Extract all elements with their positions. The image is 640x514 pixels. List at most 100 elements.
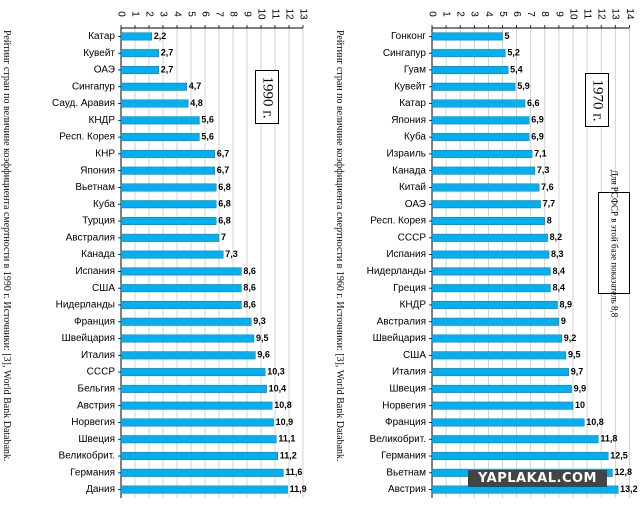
left-x-tick-label: 4 <box>171 11 182 17</box>
right-data-label: 5,4 <box>510 64 523 74</box>
right-bar <box>431 66 509 74</box>
right-category-label: Катар <box>399 98 426 109</box>
right-data-label: 6,9 <box>531 115 544 125</box>
right-data-label: 8,2 <box>550 232 563 242</box>
right-x-tick-label: 6 <box>511 11 522 17</box>
left-bar <box>120 401 273 410</box>
left-category-label: Япония <box>80 165 115 176</box>
left-bar <box>120 49 159 58</box>
left-data-label: 6,8 <box>218 182 231 192</box>
right-bar <box>431 99 526 108</box>
right-bar <box>431 368 569 377</box>
left-data-label: 8,6 <box>243 299 256 309</box>
left-category-label: СССР <box>87 367 116 378</box>
right-x-tick-label: 0 <box>426 11 437 17</box>
rsfsr-note-text: Для РСФСР в этой базе показатель 8,8 <box>609 169 620 317</box>
left-category-label: ОАЭ <box>94 65 115 76</box>
right-bar <box>431 284 551 293</box>
left-x-tick-label: 1 <box>129 11 140 17</box>
left-bar <box>120 99 189 108</box>
right-x-tick-label: 3 <box>469 11 480 17</box>
right-data-label: 7,6 <box>541 182 554 192</box>
left-data-label: 10,4 <box>269 383 287 393</box>
right-bar <box>431 133 530 142</box>
left-x-tick-label: 9 <box>241 11 252 17</box>
right-data-label: 9,5 <box>568 350 581 360</box>
left-data-label: 8,6 <box>243 266 256 276</box>
right-x-tick-label: 12 <box>596 8 607 20</box>
left-x-tick-label: 6 <box>199 11 210 17</box>
left-x-tick-label: 10 <box>255 8 266 20</box>
right-data-label: 6,9 <box>531 131 544 141</box>
left-category-label: Бельгия <box>78 384 116 395</box>
right-data-label: 6,6 <box>527 98 540 108</box>
left-data-label: 6,8 <box>218 199 231 209</box>
left-x-tick-label: 0 <box>115 11 126 17</box>
right-data-label: 12,8 <box>614 467 632 477</box>
right-data-label: 8,3 <box>551 249 564 259</box>
left-category-label: Турция <box>82 216 115 227</box>
left-category-label: США <box>92 283 115 294</box>
right-x-tick-label: 11 <box>581 9 592 20</box>
left-category-label: Нидерланды <box>56 300 115 311</box>
left-bar <box>120 485 288 494</box>
left-data-label: 6,8 <box>218 215 231 225</box>
left-category-label: Канада <box>81 249 115 260</box>
left-data-label: 11,9 <box>290 484 307 494</box>
right-category-label: США <box>403 350 426 361</box>
right-bar <box>431 267 551 276</box>
left-year-box: 1990 г. <box>255 70 279 124</box>
left-data-label: 9,3 <box>253 316 266 326</box>
right-x-tick-label: 5 <box>497 11 508 17</box>
right-category-label: ОАЭ <box>405 199 426 210</box>
right-category-label: Кувейт <box>394 81 426 92</box>
left-category-label: Кувейт <box>83 48 115 59</box>
left-bar <box>120 468 284 477</box>
left-data-label: 4,7 <box>189 81 202 91</box>
right-category-label: Греция <box>393 283 426 294</box>
right-data-label: 7,3 <box>537 165 550 175</box>
right-category-label: Франция <box>385 417 426 428</box>
left-bar <box>120 384 267 393</box>
left-bar <box>120 284 242 293</box>
left-bar <box>120 267 242 276</box>
right-data-label: 11,8 <box>600 434 617 444</box>
right-bar <box>431 32 503 41</box>
right-data-label: 10,8 <box>586 417 604 427</box>
left-category-label: Дания <box>86 484 115 495</box>
right-category-label: Респ. Корея <box>370 216 426 227</box>
left-x-tick-label: 7 <box>213 11 224 17</box>
left-data-label: 8,6 <box>243 283 256 293</box>
right-data-label: 5 <box>505 31 510 41</box>
right-bar <box>431 250 550 259</box>
right-category-label: Испания <box>386 249 426 260</box>
right-year-label: 1970 г. <box>589 79 606 121</box>
left-x-tick-label: 8 <box>227 11 238 17</box>
left-data-label: 11,1 <box>278 434 295 444</box>
right-data-label: 8 <box>547 215 552 225</box>
right-data-label: 5,2 <box>507 48 520 58</box>
right-bar <box>431 384 572 393</box>
left-category-label: Респ. Корея <box>59 132 115 143</box>
left-bar <box>120 183 217 192</box>
right-data-label: 13,2 <box>620 484 638 494</box>
left-category-label: КНДР <box>89 115 116 126</box>
left-category-label: КНР <box>95 149 115 160</box>
left-bar <box>120 116 200 125</box>
right-data-label: 9,7 <box>571 366 584 376</box>
right-bar <box>431 418 585 427</box>
left-category-label: Вьетнам <box>75 182 115 193</box>
left-category-label: Катар <box>88 31 115 42</box>
right-x-tick-label: 10 <box>567 8 578 20</box>
left-data-label: 5,6 <box>201 131 214 141</box>
left-category-label: Испания <box>75 266 115 277</box>
left-data-label: 4,8 <box>190 98 203 108</box>
left-data-label: 11,2 <box>280 450 297 460</box>
right-data-label: 7,7 <box>543 199 556 209</box>
left-category-label: Швеция <box>78 434 115 445</box>
left-x-tick-label: 5 <box>185 11 196 17</box>
left-bar <box>120 301 242 309</box>
right-category-label: Гуам <box>404 65 426 76</box>
